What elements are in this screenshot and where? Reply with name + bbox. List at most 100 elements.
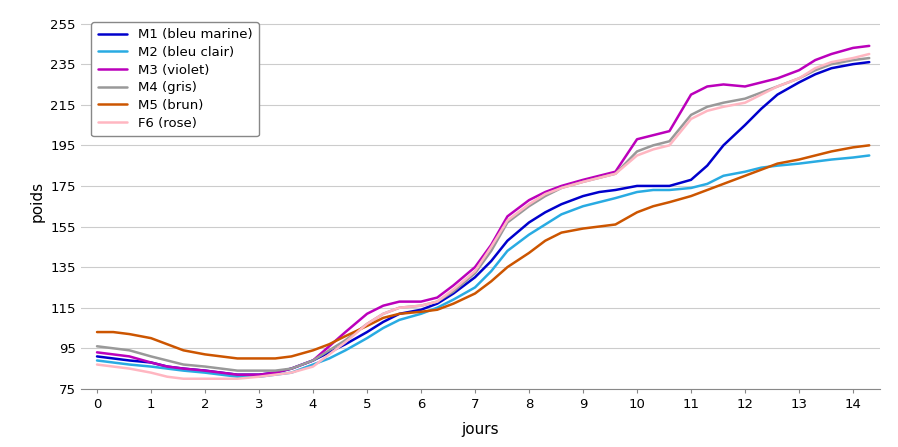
- M1 (bleu marine): [232, 372, 242, 377]
- M4 (gris): [470, 270, 480, 276]
- M5 (brun): [432, 307, 443, 312]
- M1 (bleu marine): [92, 354, 102, 359]
- M4 (gris): [864, 55, 875, 61]
- Line: M3 (violet): M3 (violet): [97, 46, 869, 375]
- M2 (bleu clair): [216, 372, 226, 377]
- M1 (bleu marine): [794, 80, 805, 85]
- M1 (bleu marine): [253, 372, 264, 377]
- M5 (brun): [216, 354, 226, 359]
- F6 (rose): [540, 191, 550, 197]
- M3 (violet): [416, 299, 427, 304]
- M4 (gris): [577, 179, 588, 185]
- M4 (gris): [524, 203, 534, 209]
- M2 (bleu clair): [686, 185, 697, 190]
- M2 (bleu clair): [772, 163, 783, 169]
- M2 (bleu clair): [631, 190, 642, 195]
- F6 (rose): [394, 305, 405, 310]
- M3 (violet): [848, 45, 858, 51]
- M4 (gris): [199, 364, 210, 369]
- M1 (bleu marine): [740, 122, 751, 128]
- Line: F6 (rose): F6 (rose): [97, 54, 869, 379]
- M1 (bleu marine): [378, 319, 389, 325]
- M2 (bleu clair): [718, 173, 729, 178]
- M4 (gris): [253, 368, 264, 373]
- M4 (gris): [594, 175, 604, 181]
- M1 (bleu marine): [199, 368, 210, 373]
- Legend: M1 (bleu marine), M2 (bleu clair), M3 (violet), M4 (gris), M5 (brun), F6 (rose): M1 (bleu marine), M2 (bleu clair), M3 (v…: [92, 22, 259, 136]
- M1 (bleu marine): [772, 92, 783, 97]
- M4 (gris): [394, 305, 405, 310]
- M1 (bleu marine): [631, 183, 642, 189]
- M1 (bleu marine): [502, 238, 513, 244]
- M1 (bleu marine): [124, 358, 135, 363]
- M5 (brun): [269, 356, 280, 361]
- M1 (bleu marine): [362, 329, 373, 335]
- M5 (brun): [232, 356, 242, 361]
- M2 (bleu clair): [108, 360, 119, 365]
- M3 (violet): [740, 84, 751, 89]
- M1 (bleu marine): [810, 72, 821, 77]
- M1 (bleu marine): [308, 358, 319, 363]
- F6 (rose): [448, 287, 459, 292]
- F6 (rose): [686, 116, 697, 122]
- F6 (rose): [702, 108, 713, 114]
- M3 (violet): [794, 67, 805, 73]
- M3 (violet): [232, 372, 242, 377]
- M3 (violet): [470, 265, 480, 270]
- M2 (bleu clair): [848, 155, 858, 160]
- F6 (rose): [253, 374, 264, 380]
- M2 (bleu clair): [199, 370, 210, 375]
- F6 (rose): [486, 244, 497, 249]
- M5 (brun): [794, 157, 805, 162]
- M1 (bleu marine): [470, 274, 480, 280]
- M1 (bleu marine): [340, 342, 351, 347]
- M1 (bleu marine): [826, 66, 837, 71]
- M4 (gris): [178, 362, 189, 367]
- M4 (gris): [124, 348, 135, 353]
- Y-axis label: poids: poids: [30, 181, 45, 222]
- M4 (gris): [432, 299, 443, 304]
- F6 (rose): [432, 299, 443, 304]
- M3 (violet): [324, 344, 335, 349]
- M5 (brun): [162, 342, 172, 347]
- M1 (bleu marine): [394, 311, 405, 316]
- F6 (rose): [772, 84, 783, 89]
- F6 (rose): [594, 175, 604, 181]
- M5 (brun): [324, 342, 335, 347]
- M2 (bleu clair): [664, 187, 674, 193]
- M3 (violet): [432, 295, 443, 300]
- M2 (bleu clair): [610, 195, 621, 201]
- F6 (rose): [232, 376, 242, 381]
- M4 (gris): [826, 62, 837, 67]
- M4 (gris): [647, 143, 658, 148]
- M3 (violet): [756, 80, 767, 85]
- M5 (brun): [826, 149, 837, 154]
- M2 (bleu clair): [162, 366, 172, 371]
- M2 (bleu clair): [378, 325, 389, 331]
- M2 (bleu clair): [524, 232, 534, 237]
- M5 (brun): [524, 250, 534, 256]
- M2 (bleu clair): [178, 368, 189, 373]
- M5 (brun): [610, 222, 621, 227]
- M2 (bleu clair): [286, 370, 297, 375]
- F6 (rose): [756, 92, 767, 97]
- X-axis label: jours: jours: [462, 422, 499, 437]
- M2 (bleu clair): [92, 358, 102, 363]
- M1 (bleu marine): [864, 59, 875, 65]
- M3 (violet): [610, 169, 621, 174]
- F6 (rose): [124, 366, 135, 371]
- M1 (bleu marine): [432, 301, 443, 306]
- M5 (brun): [740, 173, 751, 178]
- M2 (bleu clair): [794, 161, 805, 166]
- M4 (gris): [362, 321, 373, 327]
- M5 (brun): [394, 311, 405, 316]
- M2 (bleu clair): [540, 222, 550, 227]
- M4 (gris): [772, 84, 783, 89]
- M3 (violet): [647, 132, 658, 138]
- M5 (brun): [556, 230, 567, 235]
- Line: M4 (gris): M4 (gris): [97, 58, 869, 371]
- M3 (violet): [199, 368, 210, 373]
- M1 (bleu marine): [718, 143, 729, 148]
- M2 (bleu clair): [308, 362, 319, 367]
- M1 (bleu marine): [756, 106, 767, 111]
